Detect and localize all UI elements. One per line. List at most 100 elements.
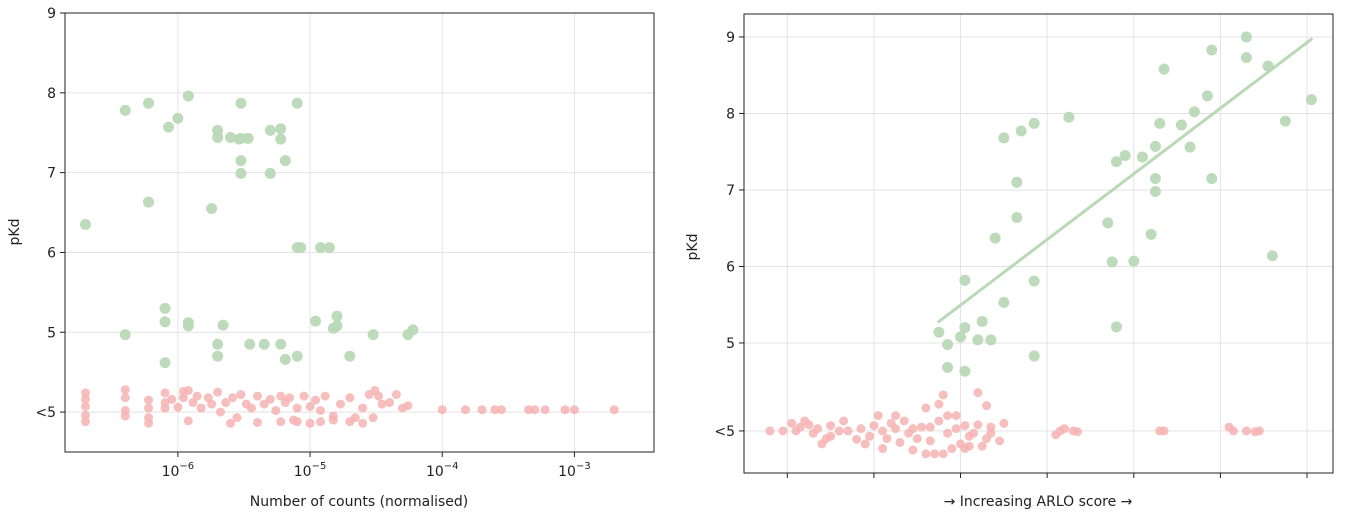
- left-series-1-point-27: [215, 407, 225, 417]
- left-series-1-point-64: [328, 415, 338, 425]
- right-series-0-point-12: [998, 132, 1010, 144]
- left-series-0-point-18: [264, 167, 276, 179]
- right-series-0-point-14: [1011, 211, 1023, 223]
- left-series-0-point-27: [119, 329, 131, 341]
- left-series-0-point-48: [407, 324, 419, 336]
- left-series-0-point-3: [163, 121, 175, 133]
- left-scatter-panel: 10−6 10−5 10−4 10−3 <5 5 6 7 8 9 Number of counts…: [7, 6, 655, 510]
- left-series-0-point-38: [279, 353, 291, 365]
- right-series-1-point-13: [834, 426, 844, 436]
- left-series-0-point-35: [244, 338, 256, 350]
- left-points: [79, 90, 619, 428]
- right-series-1-point-62: [908, 424, 918, 434]
- left-series-0-point-13: [264, 124, 276, 136]
- right-series-1-point-8: [813, 424, 823, 434]
- left-series-0-point-26: [323, 242, 335, 254]
- left-series-1-point-22: [192, 391, 202, 401]
- right-y-axis-label: pKd: [685, 234, 701, 261]
- right-series-0-point-10: [989, 232, 1001, 244]
- right-series-1-point-26: [891, 411, 901, 421]
- left-series-1-point-26: [213, 387, 223, 397]
- right-series-0-point-19: [1063, 111, 1075, 123]
- left-series-0-point-46: [367, 329, 379, 341]
- left-series-0-point-2: [143, 97, 155, 109]
- left-series-1-point-12: [144, 418, 154, 428]
- right-series-0-point-0: [933, 326, 945, 338]
- right-series-0-point-37: [1206, 44, 1218, 56]
- left-series-0-point-5: [182, 90, 194, 102]
- left-series-1-point-78: [530, 405, 540, 415]
- right-series-1-point-16: [852, 434, 862, 444]
- left-series-0-point-7: [212, 132, 224, 144]
- left-series-1-point-16: [167, 394, 177, 404]
- right-series-1-point-33: [917, 422, 927, 432]
- right-series-1-point-42: [943, 411, 953, 421]
- left-series-1-point-3: [80, 410, 90, 420]
- right-series-1-point-24: [882, 434, 892, 444]
- left-series-1-point-67: [368, 413, 378, 423]
- left-series-1-point-44: [305, 402, 315, 412]
- left-series-1-point-49: [336, 399, 346, 409]
- left-series-1-point-50: [345, 393, 355, 403]
- left-series-0-point-1: [119, 104, 131, 116]
- right-series-1-point-17: [856, 424, 866, 434]
- right-series-0-point-27: [1145, 228, 1157, 240]
- left-series-0-point-34: [212, 350, 224, 362]
- left-plot-frame: [64, 12, 655, 453]
- right-y-tick-label-4: 8: [726, 106, 735, 122]
- left-series-0-point-39: [291, 350, 303, 362]
- right-series-0-point-34: [1184, 141, 1196, 153]
- left-series-1-point-52: [358, 403, 368, 413]
- left-x-tick-label-2: 10−4: [426, 461, 459, 480]
- left-series-0-point-24: [295, 242, 307, 254]
- left-series-1-point-56: [377, 399, 387, 409]
- left-series-1-point-31: [236, 390, 246, 400]
- left-series-0-point-12: [235, 97, 247, 109]
- left-series-1-point-21: [188, 398, 198, 408]
- right-series-0-point-26: [1136, 151, 1148, 163]
- left-series-1-point-66: [358, 418, 368, 428]
- right-series-0-point-6: [959, 365, 971, 377]
- right-series-1-point-63: [964, 441, 974, 451]
- right-series-1-point-28: [895, 437, 905, 447]
- right-y-tick-label-2: 6: [726, 259, 735, 275]
- right-series-1-point-0: [765, 426, 775, 436]
- right-series-0-point-40: [1240, 52, 1252, 64]
- right-series-1-point-36: [925, 436, 935, 446]
- left-x-tick-label-0: 10−6: [162, 461, 195, 480]
- right-series-0-point-9: [985, 334, 997, 346]
- right-series-1-point-44: [947, 444, 957, 454]
- left-series-0-point-37: [275, 338, 287, 350]
- left-series-0-point-44: [331, 310, 343, 322]
- right-series-0-point-43: [1279, 115, 1291, 127]
- left-series-1-point-15: [160, 403, 170, 413]
- right-series-1-point-47: [960, 421, 970, 431]
- right-series-0-point-35: [1188, 106, 1200, 118]
- right-y-tick-label-0: <5: [714, 424, 735, 440]
- left-series-1-point-0: [80, 388, 90, 398]
- right-series-0-point-3: [955, 331, 967, 343]
- right-series-1-point-29: [899, 416, 909, 426]
- right-series-0-point-15: [1015, 125, 1027, 137]
- left-series-1-point-75: [490, 405, 500, 415]
- left-series-1-point-65: [345, 417, 355, 427]
- left-x-tick-label-3: 10−3: [558, 461, 591, 480]
- left-series-0-point-33: [212, 338, 224, 350]
- left-series-0-point-41: [310, 315, 322, 327]
- right-series-1-point-73: [1241, 426, 1251, 436]
- left-series-0-point-25: [315, 242, 327, 254]
- left-series-1-point-8: [120, 411, 130, 421]
- right-series-1-point-18: [860, 439, 870, 449]
- left-series-1-point-68: [183, 416, 193, 426]
- right-series-0-point-36: [1201, 90, 1213, 102]
- left-series-1-point-13: [160, 388, 170, 398]
- right-series-1-point-41: [938, 449, 948, 459]
- left-y-tick-label-3: 7: [47, 166, 56, 182]
- left-series-1-point-58: [391, 390, 401, 400]
- right-series-0-point-13: [1011, 176, 1023, 188]
- left-x-axis-label: Number of counts (normalised): [250, 494, 469, 510]
- left-series-1-point-29: [228, 393, 238, 403]
- right-series-0-point-1: [942, 338, 954, 350]
- right-series-0-point-4: [959, 274, 971, 286]
